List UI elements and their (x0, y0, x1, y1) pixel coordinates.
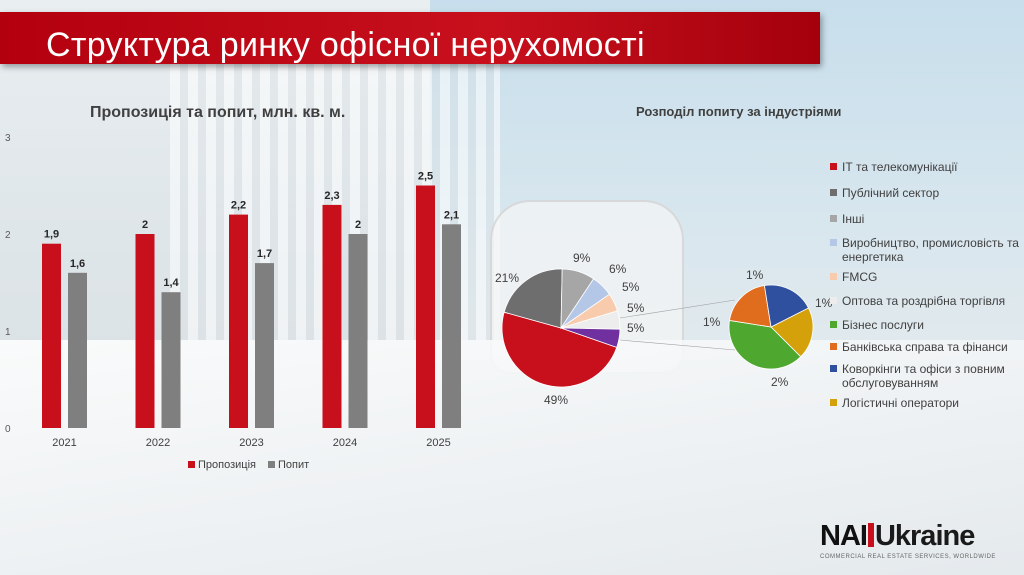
bar-data-label: 2 (142, 219, 148, 231)
small-pie-data-label: 2% (771, 375, 789, 389)
legend-item: Оптова та роздрібна торгівля (830, 294, 1024, 308)
bar-data-label: 2,5 (418, 171, 433, 183)
legend-label: Виробництво, промисловість та енергетика (842, 236, 1019, 264)
bar-demand (255, 263, 274, 428)
legend-item: FMCG (830, 270, 1024, 284)
small-pie-data-label: 1% (815, 296, 833, 310)
x-tick-label: 2022 (146, 437, 170, 449)
bar-data-label: 2,3 (324, 190, 339, 202)
pie-data-label: 6% (609, 262, 627, 276)
legend-label: Оптова та роздрібна торгівля (842, 294, 1006, 308)
connector-line (619, 299, 736, 319)
bar-demand (348, 234, 368, 428)
small-pie-data-label: 1% (746, 268, 764, 282)
legend-label: Банківська справа та фінанси (842, 340, 1008, 354)
y-tick-label: 1 (5, 327, 11, 338)
slide-title: Структура ринку офісної нерухомості (46, 26, 645, 64)
legend-swatch (830, 189, 837, 196)
x-tick-label: 2024 (333, 437, 357, 449)
legend-item: Публічний сектор (830, 186, 1024, 200)
bar-data-label: 1,6 (70, 258, 85, 270)
nai-ukraine-logo: NAI Ukraine COMMERCIAL REAL ESTATE SERVIC… (820, 520, 996, 560)
legend-swatch (830, 343, 837, 350)
legend-swatch (830, 215, 837, 222)
legend-label: FMCG (842, 270, 878, 284)
legend-swatch (830, 163, 837, 170)
small-pie-slice (763, 284, 809, 328)
legend-item: Банківська справа та фінанси (830, 340, 1024, 354)
legend-swatch (830, 239, 837, 246)
legend-swatch-supply (188, 461, 195, 468)
legend-label-supply: Пропозиція (198, 459, 256, 471)
legend-label: ІТ та телекомунікації (842, 160, 958, 174)
title-banner: Структура ринку офісної нерухомості (0, 12, 820, 64)
legend-label: Бізнес послуги (842, 318, 924, 332)
bar-chart-title: Пропозиція та попит, млн. кв. м. (90, 104, 346, 121)
legend-item: Коворкінги та офіси з повним обслуговува… (830, 362, 1024, 390)
small-pie-data-label: 1% (703, 315, 721, 329)
y-tick-label: 3 (5, 133, 11, 144)
legend-swatch (830, 399, 837, 406)
bar-supply (322, 204, 342, 428)
pie-legend: ІТ та телекомунікації Публічний сектор Інш… (830, 160, 1024, 416)
y-tick-label: 0 (5, 424, 11, 435)
bar-supply (135, 234, 155, 428)
bar-data-label: 1,7 (257, 248, 272, 260)
bar-data-label: 2 (355, 219, 361, 231)
bar-demand (161, 292, 181, 428)
bar-supply (229, 214, 248, 428)
bar-data-label: 2,1 (444, 209, 459, 221)
bar-supply (416, 185, 435, 428)
bar-data-label: 1,4 (163, 277, 179, 289)
pie-data-label: 21% (495, 271, 519, 285)
legend-swatch (830, 273, 837, 280)
legend-swatch-demand (268, 461, 275, 468)
legend-item: Логістичні оператори (830, 396, 1024, 410)
legend-label: Публічний сектор (842, 186, 940, 200)
connector-line (619, 339, 736, 351)
legend-label: Логістичні оператори (842, 396, 960, 410)
legend-label: Коворкінги та офіси з повним обслуговува… (842, 362, 1005, 390)
legend-swatch (830, 365, 837, 372)
bar-demand (442, 224, 461, 428)
pie-data-label: 5% (627, 321, 645, 335)
legend-item: Виробництво, промисловість та енергетика (830, 236, 1024, 264)
bar-data-label: 1,9 (44, 229, 59, 241)
x-tick-label: 2023 (239, 437, 263, 449)
small-pie-slice (729, 285, 772, 328)
legend-swatch (830, 297, 837, 304)
legend-item: ІТ та телекомунікації (830, 160, 1024, 174)
x-tick-label: 2021 (52, 437, 76, 449)
bar-data-label: 2,2 (231, 200, 246, 212)
small-pie-slice (728, 319, 802, 370)
pie-data-label: 9% (573, 251, 591, 265)
x-tick-label: 2025 (426, 437, 450, 449)
y-tick-label: 2 (5, 230, 11, 241)
pie-data-label: 5% (627, 301, 645, 315)
legend-label-demand: Попит (278, 459, 309, 471)
legend-label: Інші (842, 212, 865, 226)
bar-demand (68, 272, 87, 428)
pie-data-label: 49% (544, 393, 568, 407)
pie-slice (560, 327, 621, 348)
pie-slice (501, 311, 618, 388)
legend-swatch (830, 321, 837, 328)
legend-item: Бізнес послуги (830, 318, 1024, 332)
pie-data-label: 5% (622, 280, 640, 294)
legend-item: Інші (830, 212, 1024, 226)
small-pie-slice (770, 307, 814, 358)
bar-supply (42, 243, 61, 428)
pie-chart-title: Розподіл попиту за індустріями (636, 104, 842, 119)
pie-slice (503, 268, 563, 329)
